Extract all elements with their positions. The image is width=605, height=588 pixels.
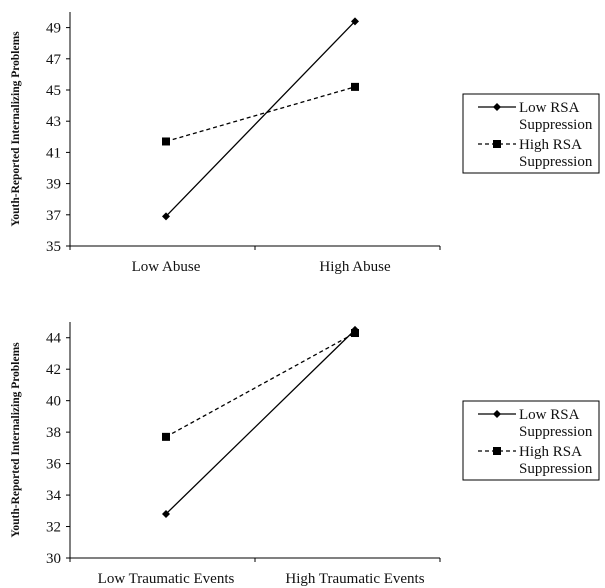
legend-label: High RSA Suppression [519, 137, 593, 170]
y-tick-label: 49 [46, 21, 61, 37]
legend-label: Low RSA Suppression [519, 100, 593, 133]
legend-marker [493, 410, 501, 418]
y-tick-label: 40 [46, 394, 61, 410]
y-tick-label: 45 [46, 83, 61, 99]
data-point [162, 509, 170, 518]
x-tick-label: Low Abuse [132, 259, 201, 275]
y-tick-label: 36 [46, 457, 62, 473]
legend-label: Low RSA Suppression [519, 407, 593, 440]
data-point [162, 212, 170, 221]
chart-panel-1: 35 37 39 41 43 45 47 49 Low Abuse High Abuse Youth… [10, 12, 600, 275]
series-line-2 [165, 86, 356, 143]
y-axis-label: Youth-Reported Internalizing Problems [10, 31, 22, 227]
y-tick-label: 43 [46, 114, 61, 130]
legend-marker [493, 447, 501, 455]
y-tick-label: 37 [46, 208, 62, 224]
data-point [162, 137, 170, 146]
legend-marker [493, 103, 501, 111]
y-tick-label: 38 [46, 425, 61, 441]
data-point [351, 17, 359, 26]
legend-marker [493, 140, 501, 148]
x-tick-label: High Traumatic Events [285, 571, 424, 587]
y-axis-label: Youth-Reported Internalizing Problems [10, 342, 22, 538]
x-tick-label: Low Traumatic Events [98, 571, 235, 587]
legend-label: High RSA Suppression [519, 444, 593, 477]
y-tick-label: 35 [46, 239, 61, 255]
data-point [351, 329, 359, 338]
data-point [351, 82, 359, 91]
series-line-1 [165, 20, 356, 217]
y-tick-label: 32 [46, 520, 61, 536]
legend: Low RSA Suppression High RSA Suppression [462, 400, 600, 481]
y-tick-label: 34 [46, 488, 62, 504]
chart-panel-2: 30 32 34 36 38 40 42 44 Low Traumatic Events High… [10, 322, 600, 587]
y-tick-label: 44 [46, 331, 62, 347]
y-tick-label: 30 [46, 551, 61, 567]
y-tick-label: 41 [46, 145, 61, 161]
y-tick-label: 42 [46, 362, 61, 378]
y-tick-label: 47 [46, 52, 62, 68]
series-line-2 [165, 332, 356, 438]
data-point [162, 432, 170, 441]
x-tick-label: High Abuse [319, 259, 391, 275]
legend: Low RSA Suppression High RSA Suppression [462, 93, 600, 174]
series-line-1 [165, 329, 356, 515]
y-tick-label: 39 [46, 177, 61, 193]
